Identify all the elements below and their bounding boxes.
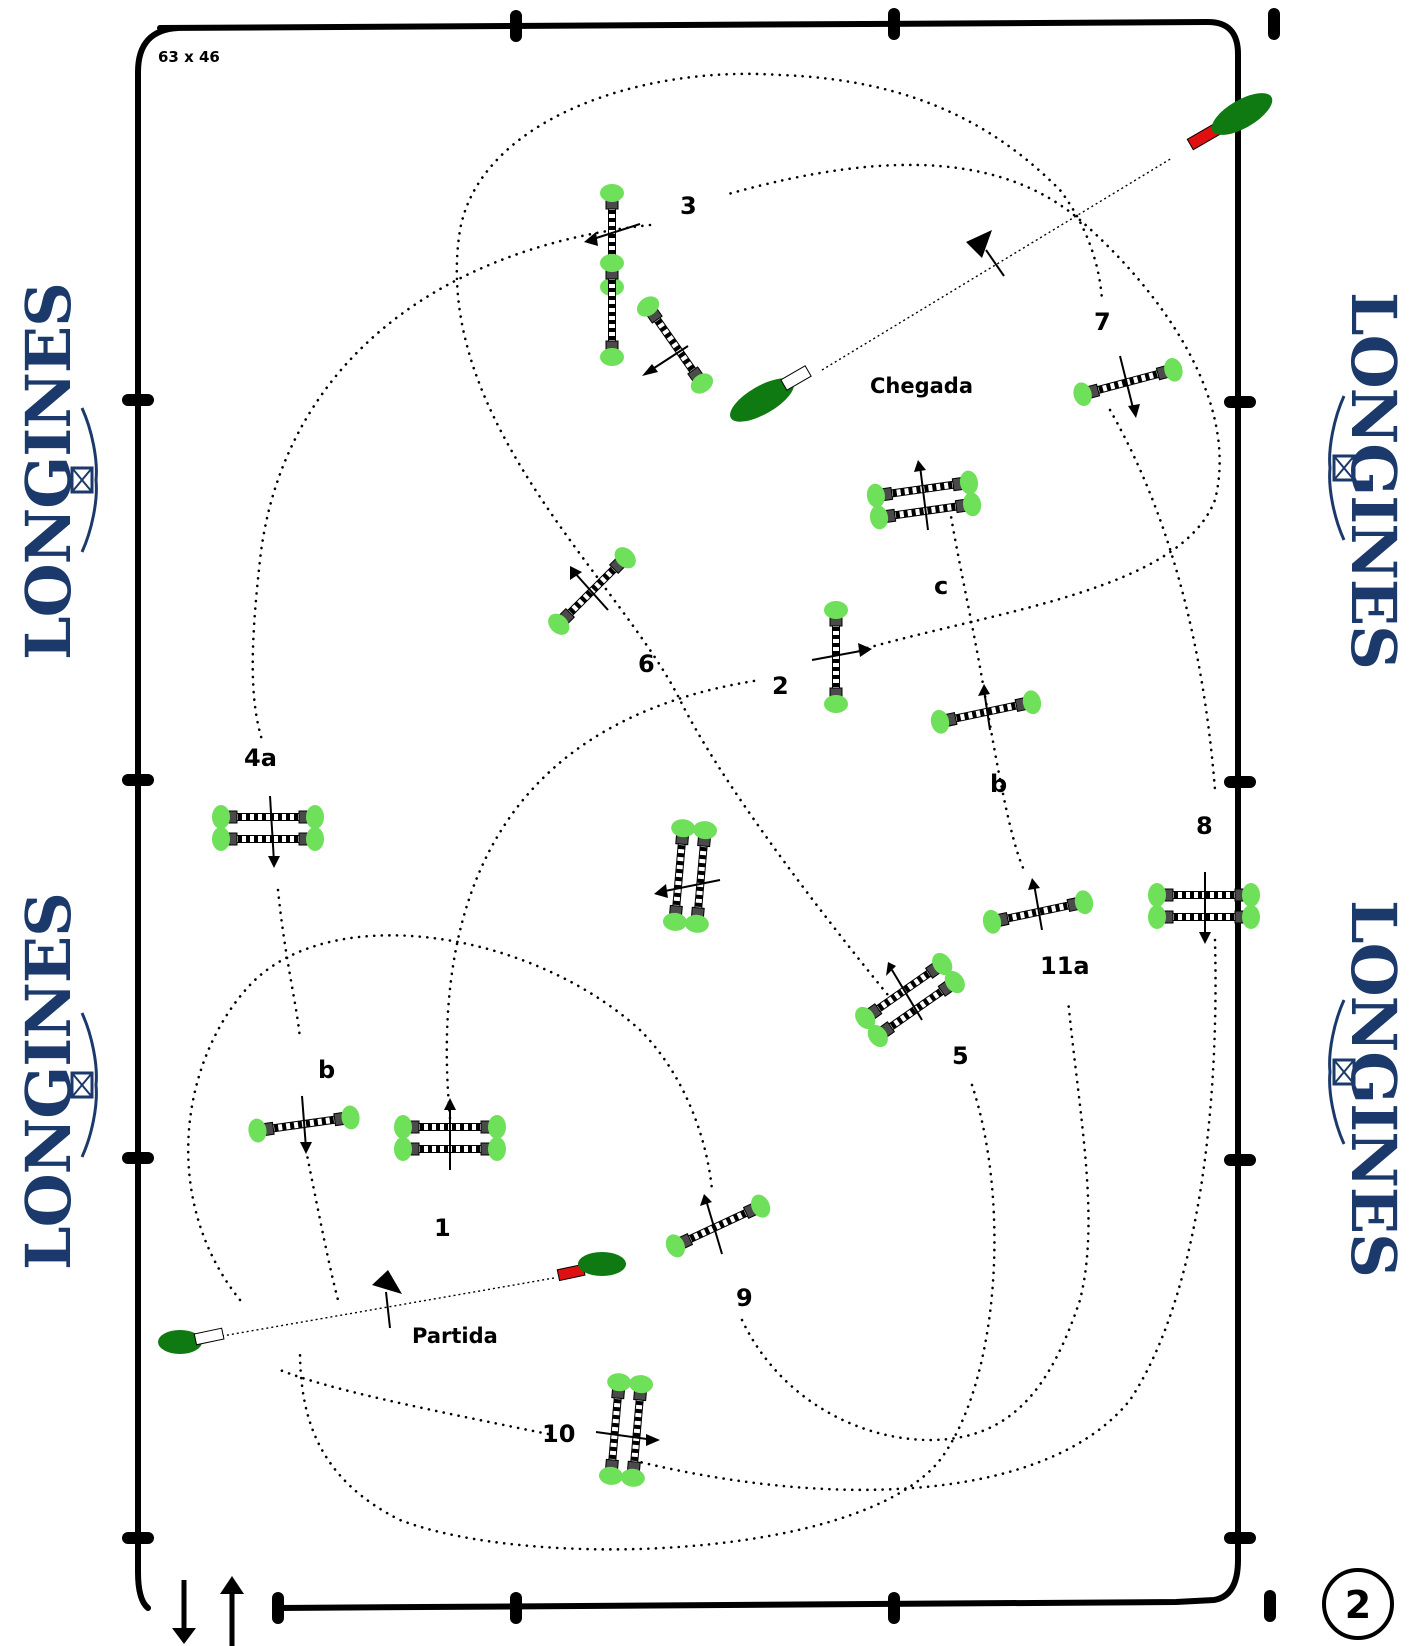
fence-label-1: 1 bbox=[434, 1214, 451, 1242]
sponsor-logo-left-bottom: LONGINES bbox=[12, 893, 98, 1270]
arena-dimensions: 63 x 46 bbox=[158, 48, 220, 66]
start-line bbox=[221, 1270, 555, 1337]
fence-label-11a: 11a bbox=[1040, 952, 1090, 980]
decorative-double-fence bbox=[662, 818, 718, 934]
fence-2-direction bbox=[811, 643, 872, 661]
start-label: Partida bbox=[412, 1324, 498, 1348]
fence-9-direction bbox=[700, 1194, 723, 1255]
fence-label-2: 2 bbox=[772, 672, 789, 700]
orientation-arrows bbox=[172, 1576, 244, 1646]
course-number: 2 bbox=[1345, 1583, 1371, 1627]
longines-logo: LONGINES bbox=[1337, 900, 1410, 1277]
fence-label-8: 8 bbox=[1196, 812, 1213, 840]
fence-11b bbox=[929, 689, 1044, 736]
fence-label-6: 6 bbox=[638, 650, 655, 678]
fence-1-direction bbox=[444, 1098, 456, 1170]
fence-label-3: 3 bbox=[680, 192, 697, 220]
sponsor-logo-left-top: LONGINES bbox=[12, 283, 98, 660]
finish-flag-left bbox=[730, 365, 812, 422]
start-flag-left bbox=[158, 1327, 225, 1354]
fence-7-direction bbox=[1119, 355, 1140, 418]
decorative-double-fence-direction bbox=[654, 879, 721, 898]
fence-11c-direction bbox=[914, 460, 929, 531]
fence-label-11b: b bbox=[990, 770, 1007, 798]
finish-flag-right bbox=[1186, 93, 1273, 151]
finish-line bbox=[821, 157, 1173, 371]
sponsor-logo-right-top: LONGINES bbox=[1328, 292, 1410, 669]
fence-label-10: 10 bbox=[542, 1420, 575, 1448]
start-flag-right bbox=[556, 1252, 626, 1282]
fence-11b-direction bbox=[978, 684, 991, 731]
fence-4a-direction bbox=[268, 795, 280, 868]
finish-label: Chegada bbox=[870, 374, 973, 398]
winged-hourglass-icon bbox=[1328, 395, 1356, 541]
fence-label-4a: 4a bbox=[244, 744, 277, 772]
course-number-badge: 2 bbox=[1322, 1568, 1394, 1640]
longines-logo: LONGINES bbox=[12, 893, 85, 1270]
arena-frame bbox=[122, 8, 1280, 1624]
fence-10-direction bbox=[595, 1431, 660, 1446]
fence-label-4b: b bbox=[318, 1056, 335, 1084]
winged-hourglass-icon bbox=[70, 1012, 98, 1158]
fence-label-9: 9 bbox=[736, 1284, 753, 1312]
fence-11a-direction bbox=[1028, 878, 1043, 931]
fence-label-5: 5 bbox=[952, 1042, 969, 1070]
fence-10 bbox=[598, 1372, 654, 1488]
fence-label-7: 7 bbox=[1094, 308, 1111, 336]
winged-hourglass-icon bbox=[1328, 999, 1356, 1145]
fence-6-direction bbox=[570, 566, 609, 611]
course-track bbox=[186, 72, 1221, 1551]
fence-3 bbox=[600, 184, 624, 366]
fence-3b bbox=[633, 292, 717, 398]
fence-3-direction bbox=[584, 223, 641, 246]
winged-hourglass-icon bbox=[70, 407, 98, 553]
fence-4b-direction bbox=[300, 1095, 312, 1154]
fence-5-direction bbox=[886, 962, 923, 1021]
fence-9 bbox=[662, 1191, 774, 1260]
fence-7 bbox=[1071, 356, 1185, 408]
sponsor-logo-right-bottom: LONGINES bbox=[1328, 900, 1410, 1277]
fence-8-direction bbox=[1199, 872, 1211, 944]
fence-3b-direction bbox=[642, 345, 689, 376]
fence-label-11c: c bbox=[934, 572, 948, 600]
fence-4a bbox=[212, 805, 324, 851]
